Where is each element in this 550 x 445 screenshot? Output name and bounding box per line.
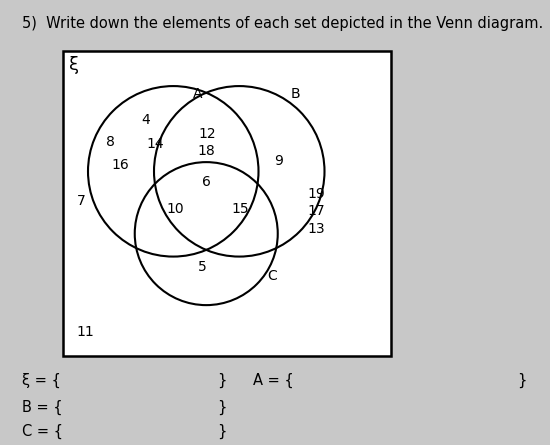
Text: 15: 15 xyxy=(231,202,249,216)
Text: B = {: B = { xyxy=(22,400,63,415)
Text: 7: 7 xyxy=(77,194,86,208)
FancyBboxPatch shape xyxy=(63,51,390,356)
Text: }: } xyxy=(517,373,526,388)
Text: 17: 17 xyxy=(307,204,325,218)
Text: 14: 14 xyxy=(146,137,164,151)
Text: }: } xyxy=(217,373,227,388)
Text: 13: 13 xyxy=(307,222,325,236)
Text: C = {: C = { xyxy=(22,424,63,439)
Text: ξ = {: ξ = { xyxy=(22,373,61,388)
Text: 16: 16 xyxy=(111,158,129,172)
Text: B: B xyxy=(291,87,301,101)
Text: 9: 9 xyxy=(274,154,283,168)
Text: 5)  Write down the elements of each set depicted in the Venn diagram.: 5) Write down the elements of each set d… xyxy=(22,16,543,31)
Text: 5: 5 xyxy=(198,260,207,274)
Text: A: A xyxy=(193,87,203,101)
Text: 19: 19 xyxy=(307,186,325,201)
Text: C: C xyxy=(267,269,277,283)
Text: 8: 8 xyxy=(106,135,114,150)
Text: A = {: A = { xyxy=(253,373,294,388)
Text: 4: 4 xyxy=(141,113,150,127)
Text: 11: 11 xyxy=(76,324,94,339)
Text: 10: 10 xyxy=(166,202,184,216)
Text: }: } xyxy=(217,424,227,439)
Text: 6: 6 xyxy=(202,175,211,190)
Text: 18: 18 xyxy=(198,144,216,158)
Text: }: } xyxy=(217,400,227,415)
Text: 12: 12 xyxy=(198,126,216,141)
Text: ξ: ξ xyxy=(69,56,79,73)
